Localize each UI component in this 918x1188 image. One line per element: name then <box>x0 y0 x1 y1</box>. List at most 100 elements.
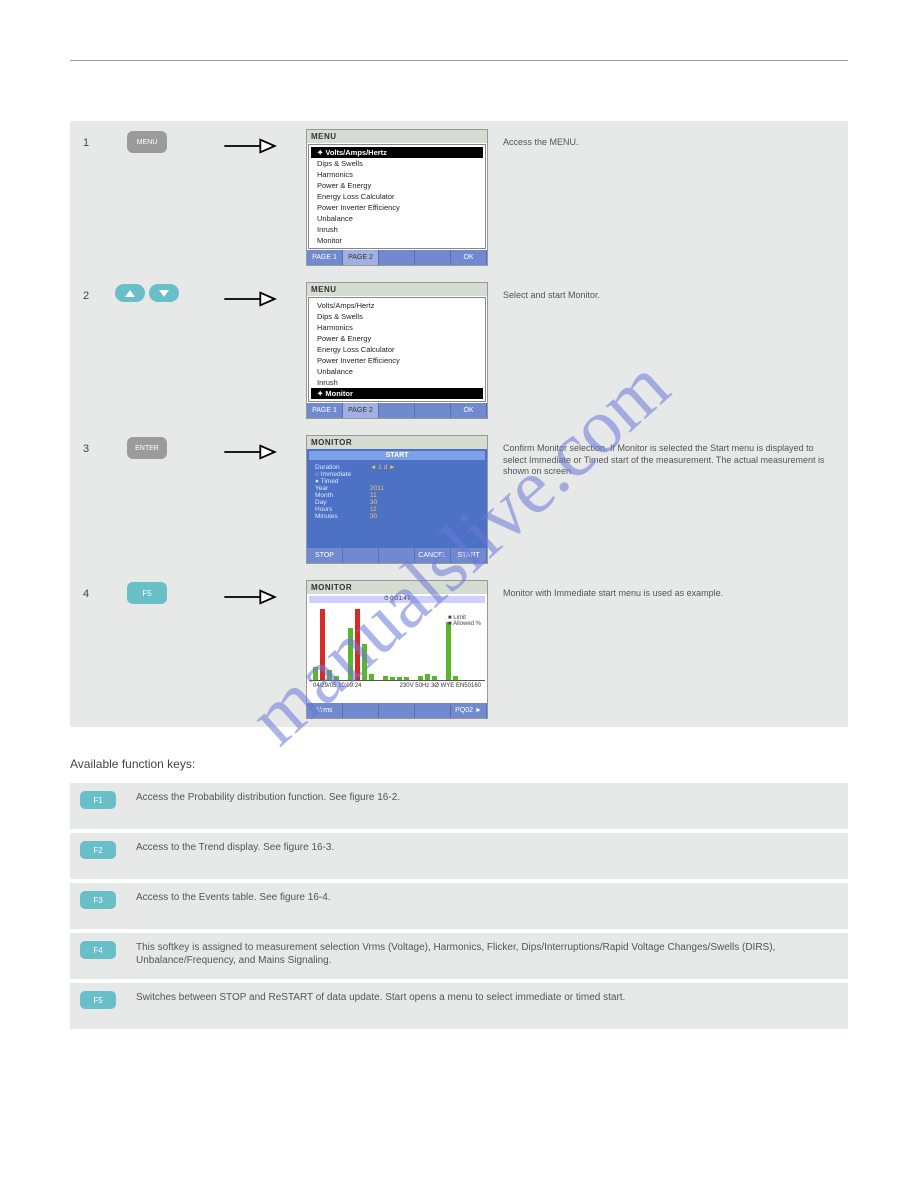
screen-title: MENU <box>307 130 487 143</box>
step-number: 2 <box>70 280 102 302</box>
chart-bar <box>404 677 409 680</box>
func-key-desc: Access the Probability distribution func… <box>130 791 838 804</box>
chart-bar <box>425 674 430 680</box>
arrow-cell <box>204 280 294 308</box>
monitor-row: ○ Immediate <box>309 471 485 478</box>
step-number: 3 <box>70 433 102 455</box>
screen-title: MONITOR <box>307 581 487 594</box>
monitor-row: Day30 <box>309 499 485 506</box>
screen-footer-btn[interactable]: PAGE 1 <box>307 250 343 265</box>
screen-title: MONITOR <box>307 436 487 449</box>
menu-item[interactable]: Energy Loss Calculator <box>311 344 483 355</box>
screen-footer-btn[interactable]: OK <box>451 403 487 418</box>
screen-footer-btn[interactable] <box>379 403 415 418</box>
menu-item[interactable]: Energy Loss Calculator <box>311 191 483 202</box>
menu-item[interactable]: Power & Energy <box>311 180 483 191</box>
func-key-button[interactable]: F4 <box>80 941 116 959</box>
menu-item[interactable]: Inrush <box>311 224 483 235</box>
chart-bar <box>369 674 374 680</box>
device-button[interactable]: F5 <box>127 582 167 604</box>
screen-footer-btn[interactable]: PAGE 1 <box>307 403 343 418</box>
device-button[interactable]: MENU <box>127 131 167 153</box>
step-description: Access the MENU. <box>491 127 848 149</box>
steps-container: 1 MENU MENU ✦ Volts/Amps/HertzDips & Swe… <box>70 121 848 727</box>
device-screen: MENU Volts/Amps/HertzDips & SwellsHarmon… <box>306 282 488 419</box>
screen-footer-btn[interactable] <box>343 703 379 718</box>
menu-item[interactable]: Unbalance <box>311 366 483 377</box>
screen-footer-btn[interactable]: CANCEL <box>415 548 451 563</box>
monitor-row: ● Timed <box>309 478 485 485</box>
timer: ⏱ 0:01:47 <box>309 596 485 603</box>
menu-item[interactable]: Unbalance <box>311 213 483 224</box>
menu-item[interactable]: ✦ Monitor <box>311 388 483 399</box>
menu-item[interactable]: Power Inverter Efficiency <box>311 202 483 213</box>
button-cell: ENTER <box>102 433 192 459</box>
screen-footer-btn[interactable]: PAGE 2 <box>343 403 379 418</box>
chart-bar <box>432 676 437 681</box>
bar-legend: ■ Limit■ Allowed % <box>448 615 481 627</box>
func-key-row: F4 This softkey is assigned to measureme… <box>70 933 848 979</box>
arrow-icon <box>222 290 277 308</box>
step-number: 4 <box>70 578 102 600</box>
horizontal-rule <box>70 60 848 61</box>
screen-footer-btn[interactable]: PQ02 ► <box>451 703 487 718</box>
down-button[interactable] <box>149 284 179 302</box>
button-cell: F5 <box>102 578 192 604</box>
func-key-button[interactable]: F1 <box>80 791 116 809</box>
menu-item[interactable]: Inrush <box>311 377 483 388</box>
menu-item[interactable]: ✦ Volts/Amps/Hertz <box>311 147 483 158</box>
screen-footer-btn[interactable] <box>415 703 451 718</box>
step-description: Select and start Monitor. <box>491 280 848 302</box>
step-description: Confirm Monitor selection. If Monitor is… <box>491 433 848 478</box>
menu-item[interactable]: Harmonics <box>311 169 483 180</box>
monitor-row: Year2011 <box>309 485 485 492</box>
chart-bar <box>355 609 360 680</box>
legend-item: ■ Allowed % <box>448 621 481 627</box>
screen-footer-btn[interactable]: PAGE 2 <box>343 250 379 265</box>
up-button[interactable] <box>115 284 145 302</box>
chart-bar <box>313 667 318 681</box>
menu-item[interactable]: Volts/Amps/Hertz <box>311 300 483 311</box>
screen-footer-btn[interactable] <box>415 250 451 265</box>
func-key-desc: Access to the Trend display. See figure … <box>130 841 838 854</box>
func-key-button[interactable]: F2 <box>80 841 116 859</box>
menu-item[interactable]: Power & Energy <box>311 333 483 344</box>
menu-item[interactable]: Harmonics <box>311 322 483 333</box>
screen-footer-btn[interactable]: START <box>451 548 487 563</box>
chart-bar <box>334 676 339 681</box>
screen-footer-btn[interactable]: Vrms <box>307 703 343 718</box>
screen-footer-btn[interactable]: STOP <box>307 548 343 563</box>
arrow-icon <box>222 443 277 461</box>
step-row: 1 MENU MENU ✦ Volts/Amps/HertzDips & Swe… <box>70 121 848 274</box>
chart-bar <box>397 677 402 680</box>
arrow-cell <box>204 578 294 606</box>
menu-item[interactable]: Power Inverter Efficiency <box>311 355 483 366</box>
screen-footer-btn[interactable] <box>343 548 379 563</box>
func-key-button[interactable]: F5 <box>80 991 116 1009</box>
func-keys-intro: Available function keys: <box>70 757 848 771</box>
screen-footer-btn[interactable]: OK <box>451 250 487 265</box>
func-key-button[interactable]: F3 <box>80 891 116 909</box>
menu-item[interactable]: Monitor <box>311 235 483 246</box>
chart-bar <box>418 676 423 681</box>
screen-footer-btn[interactable] <box>379 250 415 265</box>
func-key-row: F1 Access the Probability distribution f… <box>70 783 848 829</box>
device-screen: MONITOR START Duration◄ 1 d ►○ Immediate… <box>306 435 488 564</box>
func-key-desc: Switches between STOP and ReSTART of dat… <box>130 991 838 1004</box>
screen-footer-btn[interactable] <box>415 403 451 418</box>
screen-title: MENU <box>307 283 487 296</box>
step-row: 3 ENTER MONITOR START Duration◄ 1 d ►○ I… <box>70 427 848 572</box>
screen-footer-btn[interactable] <box>379 548 415 563</box>
device-screen: MONITOR ⏱ 0:01:47 ■ Limit■ Allowed % 04/… <box>306 580 488 719</box>
menu-item[interactable]: Dips & Swells <box>311 158 483 169</box>
menu-item[interactable]: Dips & Swells <box>311 311 483 322</box>
device-button[interactable]: ENTER <box>127 437 167 459</box>
chart-bar <box>348 628 353 681</box>
screen-footer-btn[interactable] <box>379 703 415 718</box>
arrow-cell <box>204 433 294 461</box>
arrow-cell <box>204 127 294 155</box>
step-description: Monitor with Immediate start menu is use… <box>491 578 848 600</box>
func-key-row: F3 Access to the Events table. See figur… <box>70 883 848 929</box>
chart-bar <box>390 677 395 680</box>
button-cell: MENU <box>102 127 192 153</box>
